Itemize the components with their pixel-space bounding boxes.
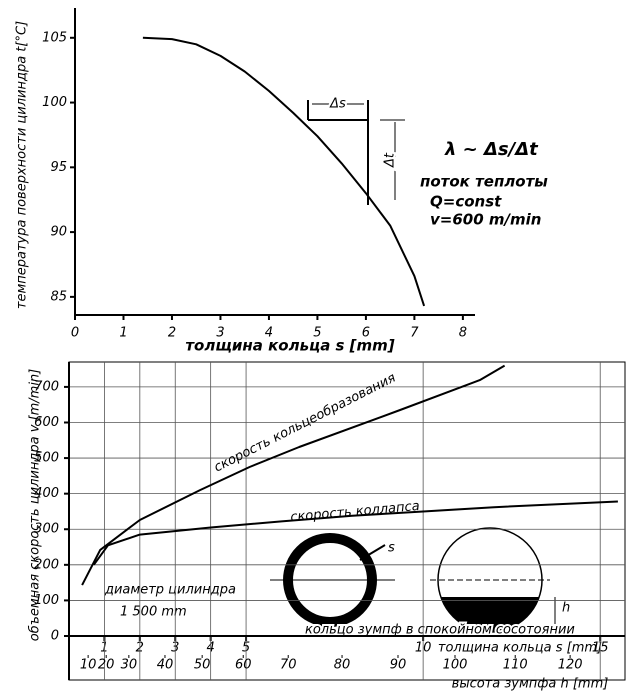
x2-tick-label: 100 [443, 658, 468, 673]
y-tick-label: 100 [34, 593, 59, 608]
x-tick-label: 3 [216, 326, 224, 341]
x2-tick-label: 20 [98, 658, 115, 673]
x2-tick-label: 90 [390, 658, 407, 673]
x-tick-label: 2 [168, 326, 176, 341]
annotation: поток теплоты [420, 173, 548, 191]
annotation: h [562, 601, 570, 616]
y-tick-label: 600 [34, 415, 59, 430]
y-tick-label: 100 [42, 95, 67, 110]
annotation: Δt [383, 152, 398, 168]
y-tick-label: 400 [34, 486, 59, 501]
annotation: v=600 m/min [430, 211, 541, 229]
x2-tick-label: 10 [80, 658, 97, 673]
y-tick-label: 500 [34, 451, 59, 466]
ring-s-pointer [359, 544, 386, 561]
y-tick-label: 85 [50, 289, 67, 304]
annotation: диаметр цилиндра [104, 583, 236, 598]
x2-tick-label: 60 [235, 658, 252, 673]
sump-fill [441, 597, 539, 632]
annotation: s [388, 541, 395, 556]
x2-axis-title: высота зумпфа h [mm] [452, 677, 609, 691]
x2-tick-label: 40 [157, 658, 174, 673]
x-axis-title: толщина кольца s [mm] [185, 337, 394, 355]
x-axis-title: толщина кольца s [mm] [438, 641, 602, 656]
x-tick-label: 7 [410, 326, 419, 341]
y-axis-title: температура поверхности цилиндра t[°C] [15, 21, 30, 309]
annotation: λ ~ Δs/Δt [444, 139, 539, 160]
annotation: Δs [329, 97, 346, 112]
y-axis-title: объемная скорость цилиндра v [m/min] [28, 369, 43, 641]
x2-tick-label: 120 [558, 658, 583, 673]
x-tick-label: 1 [119, 326, 127, 341]
x2-tick-label: 70 [280, 658, 297, 673]
y-tick-label: 300 [34, 522, 59, 537]
y-tick-label: 700 [34, 379, 59, 394]
line [92, 500, 618, 566]
x2-tick-label: 80 [334, 658, 351, 673]
x-tick-label: 0 [71, 326, 79, 341]
x2-tick-label: 110 [503, 658, 528, 673]
x-tick-label: 6 [362, 326, 370, 341]
x2-tick-label: 50 [194, 658, 211, 673]
line [81, 364, 506, 586]
x-tick-label: 5 [313, 326, 321, 341]
x2-tick-label: 30 [121, 658, 138, 673]
y-tick-label: 105 [42, 30, 67, 45]
y-tick-label: 200 [34, 557, 59, 572]
y-tick-label: 90 [50, 225, 67, 240]
annotation: 1 500 mm [120, 605, 187, 620]
x-tick-label: 4 [265, 326, 273, 341]
annotation: Q=const [430, 193, 502, 211]
x-tick-label: 8 [459, 326, 467, 341]
y-tick-label: 95 [50, 160, 67, 175]
annotation: кольцо зумпф в спокойном сосотоянии [305, 623, 575, 638]
y-tick-label: 0 [51, 629, 59, 644]
line [142, 36, 426, 307]
